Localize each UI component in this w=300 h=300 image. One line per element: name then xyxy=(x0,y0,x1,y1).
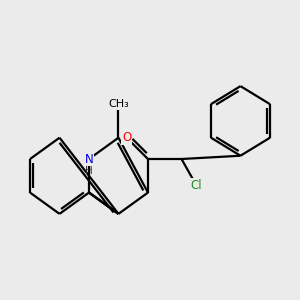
Text: O: O xyxy=(122,131,131,144)
Text: N: N xyxy=(85,152,93,166)
Text: CH₃: CH₃ xyxy=(108,99,129,109)
Text: H: H xyxy=(85,166,93,176)
Text: N: N xyxy=(85,152,93,166)
Text: Cl: Cl xyxy=(190,179,202,192)
